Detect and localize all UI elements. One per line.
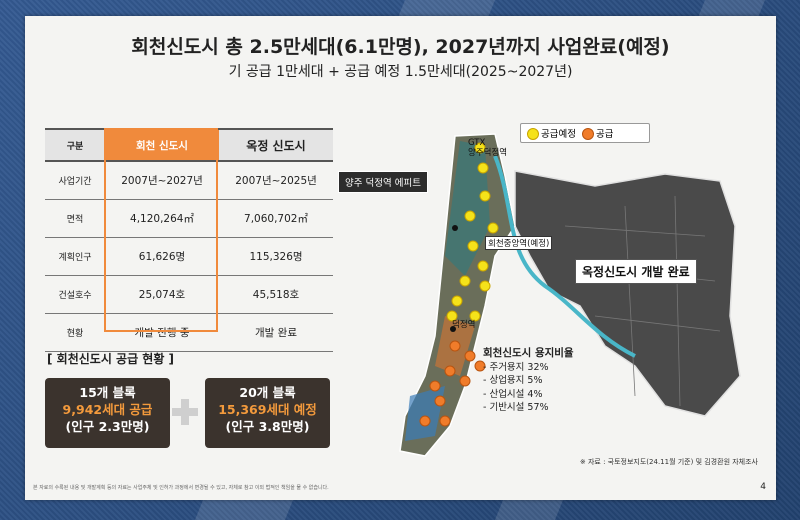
okjeong-done-label: 옥정신도시 개발 완료 — [575, 259, 697, 284]
land-use-item: - 상업용지 5% — [483, 375, 543, 386]
site-map — [399, 133, 741, 457]
supply-section-label: [ 회천신도시 공급 현황 ] — [47, 352, 175, 366]
table-row: 현황 개발 진행 중 개발 완료 — [45, 313, 333, 352]
map-legend: 공급예정 공급 — [520, 123, 650, 143]
header-cell-hoecheon: 회천 신도시 — [105, 128, 219, 162]
footnote: 본 자료의 수록된 내용 및 개발계획 등의 자료는 사업주체 및 인허가 과정… — [33, 485, 329, 491]
plus-icon — [172, 399, 198, 425]
cell-okjeong: 2007년~2025년 — [219, 161, 333, 200]
land-use-item: - 산업시설 4% — [483, 388, 543, 400]
table-row: 계획인구 61,626명 115,326명 — [45, 237, 333, 276]
header-cell-okjeong: 옥정 신도시 — [219, 128, 333, 162]
land-use-title: 회천신도시 용지비율 — [483, 347, 574, 359]
cell-okjeong: 45,518호 — [219, 275, 333, 314]
cell-okjeong: 7,060,702㎡ — [219, 199, 333, 238]
hoecheon-station-label: 회천중앙역(예정) — [485, 236, 553, 250]
legend-planned: 공급예정 — [527, 126, 576, 141]
table-row: 사업기간 2007년~2027년 2007년~2025년 — [45, 161, 333, 200]
table-header-row: 구분 회천 신도시 옥정 신도시 — [45, 128, 333, 162]
page-subtitle: 기 공급 1만세대 + 공급 예정 1.5만세대(2025~2027년) — [228, 64, 573, 80]
page-number: 4 — [760, 482, 766, 492]
gtx-line1: GTX — [468, 138, 486, 148]
legend-supplied: 공급 — [581, 126, 614, 141]
planned-population: (인구 3.8만명) — [225, 419, 310, 434]
row-label: 계획인구 — [45, 237, 105, 276]
legend-planned-label: 공급예정 — [541, 128, 576, 140]
row-label: 건설호수 — [45, 275, 105, 314]
land-use-ratio: 회천신도시 용지비율 - 주거용지 32% - 상업용지 5% - 산업시설 4… — [483, 347, 574, 415]
cell-okjeong: 115,326명 — [219, 237, 333, 276]
supplied-households: 9,942세대 공급 — [62, 402, 153, 417]
comparison-table: 구분 회천 신도시 옥정 신도시 사업기간 2007년~2027년 2007년~… — [45, 128, 333, 352]
planned-dot-icon — [527, 128, 539, 141]
cell-hoecheon: 2007년~2027년 — [105, 161, 219, 200]
legend-supplied-label: 공급 — [595, 128, 614, 140]
supplied-dot-icon — [581, 128, 594, 141]
planned-box: 20개 블록 15,369세대 예정 (인구 3.8만명) — [205, 378, 330, 448]
slide-card: 회천신도시 총 2.5만세대(6.1만명), 2027년까지 사업완료(예정) … — [25, 16, 776, 500]
land-use-item: - 기반시설 57% — [483, 402, 549, 413]
cell-hoecheon: 25,074호 — [105, 275, 219, 314]
table-row: 건설호수 25,074호 45,518호 — [45, 275, 333, 314]
supplied-box: 15개 블록 9,942세대 공급 (인구 2.3만명) — [45, 378, 170, 448]
planned-blocks: 20개 블록 — [239, 385, 296, 400]
planned-households: 15,369세대 예정 — [218, 402, 317, 417]
supplied-population: (인구 2.3만명) — [65, 419, 150, 434]
row-label: 현황 — [45, 313, 105, 352]
row-label: 면적 — [45, 199, 105, 238]
okjeong-area — [514, 170, 741, 417]
header-cell: 구분 — [45, 128, 105, 162]
supplied-blocks: 15개 블록 — [79, 385, 136, 400]
row-label: 사업기간 — [45, 161, 105, 200]
table-row: 면적 4,120,264㎡ 7,060,702㎡ — [45, 199, 333, 238]
gtx-line2: 양주덕정역 — [468, 148, 508, 158]
land-use-item: - 주거용지 32% — [483, 361, 549, 373]
gtx-label: GTX 양주덕정역 — [468, 138, 507, 158]
cell-okjeong: 개발 완료 — [219, 313, 333, 352]
page-title: 회천신도시 총 2.5만세대(6.1만명), 2027년까지 사업완료(예정) — [131, 36, 670, 58]
deokjeong-station-label: 덕정역 — [452, 320, 476, 330]
cell-hoecheon: 4,120,264㎡ — [105, 199, 219, 238]
cell-hoecheon: 61,626명 — [105, 237, 219, 276]
source-note: ※ 자료 : 국토정보지도(24.11월 기준) 및 김경환원 자체조사 — [579, 458, 758, 466]
deokjeong-epit-callout: 양주 덕정역 에피트 — [338, 171, 428, 193]
cell-hoecheon: 개발 진행 중 — [105, 313, 219, 352]
